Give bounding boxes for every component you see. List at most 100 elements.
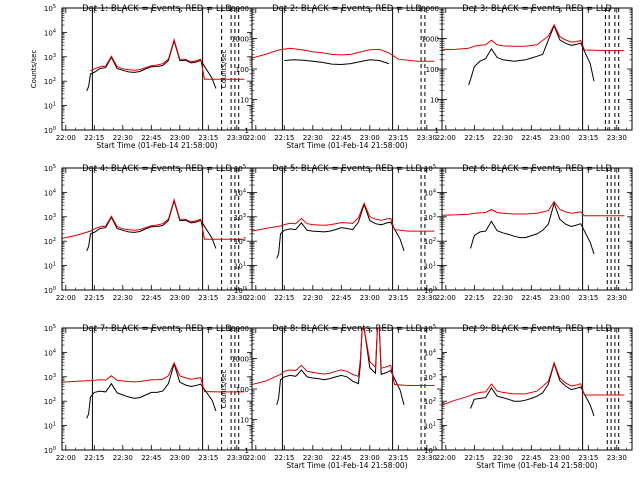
y-axis-label: Counts/sec [220, 370, 228, 409]
plot-frame [441, 7, 633, 131]
series-events-line [86, 362, 217, 419]
y-tick-label: 103 [44, 213, 56, 222]
x-tick-label: 22:30 [303, 454, 323, 462]
plot-frame [61, 167, 253, 291]
panel-det-7: Det 7: BLACK = Events, RED = LLD10010110… [44, 324, 253, 462]
y-tick-label: 102 [44, 237, 56, 246]
plot-frame [251, 327, 443, 451]
y-tick-label: 1000 [231, 356, 249, 364]
x-tick-label: 22:30 [303, 134, 323, 142]
y-tick-label: 104 [44, 188, 56, 197]
x-tick-label: 23:00 [360, 454, 380, 462]
plot-frame [441, 167, 633, 291]
x-tick-label: 22:45 [331, 134, 351, 142]
y-tick-label: 100 [234, 286, 246, 295]
x-tick-label: 22:15 [274, 454, 294, 462]
y-tick-label: 10 [430, 97, 439, 105]
y-tick-label: 100 [44, 286, 56, 295]
y-tick-label: 101 [424, 422, 436, 431]
x-tick-label: 23:30 [417, 134, 437, 142]
series-lld-line [441, 23, 625, 52]
x-tick-label: 22:00 [436, 134, 456, 142]
panel-title: Det 8: BLACK = Events, RED = LLD [272, 324, 422, 334]
x-tick-label: 22:45 [141, 294, 161, 302]
x-tick-label: 22:00 [56, 134, 76, 142]
panel-title: Det 7: BLACK = Events, RED = LLD [82, 324, 232, 334]
x-tick-label: 23:00 [550, 134, 570, 142]
x-tick-label: 23:30 [607, 134, 627, 142]
x-tick-label: 22:00 [246, 134, 266, 142]
x-tick-label: 23:30 [607, 454, 627, 462]
x-tick-label: 22:45 [521, 134, 541, 142]
x-tick-label: 23:00 [550, 454, 570, 462]
y-tick-label: 103 [424, 213, 436, 222]
x-tick-label: 23:15 [578, 454, 598, 462]
y-tick-label: 105 [234, 164, 246, 173]
panel-det-8: Det 8: BLACK = Events, RED = LLD 1 10 100 10… [220, 324, 443, 470]
x-tick-label: 23:00 [360, 134, 380, 142]
x-tick-label: 22:30 [113, 294, 133, 302]
y-tick-label: 100 [236, 386, 249, 394]
x-tick-label: 22:00 [436, 454, 456, 462]
x-tick-label: 23:30 [227, 454, 247, 462]
x-tick-label: 22:00 [246, 454, 266, 462]
x-tick-label: 23:00 [170, 134, 190, 142]
y-tick-label: 104 [424, 348, 436, 357]
panel-title: Det 3: BLACK = Events, RED = LLD [462, 4, 612, 14]
y-tick-label: 1 [245, 127, 249, 135]
y-tick-label: 104 [44, 348, 56, 357]
panel-title: Det 1: BLACK = Events, RED = LLD [82, 4, 232, 14]
y-tick-label: 105 [424, 324, 436, 333]
x-tick-label: 22:45 [141, 454, 161, 462]
x-tick-label: 23:15 [198, 134, 218, 142]
x-tick-label: 23:30 [227, 294, 247, 302]
x-tick-label: 22:30 [493, 454, 513, 462]
x-tick-label: 23:15 [578, 294, 598, 302]
y-tick-label: 105 [44, 164, 56, 173]
y-tick-label: 100 [426, 66, 439, 74]
panel-det-3: Det 3: BLACK = Events, RED = LLD 1 10 100 10… [417, 4, 633, 142]
x-tick-label: 22:00 [56, 454, 76, 462]
x-tick-label: 22:15 [464, 294, 484, 302]
y-tick-label: 103 [424, 373, 436, 382]
y-tick-label: 105 [44, 324, 56, 333]
series-events-line [468, 24, 595, 86]
y-tick-label: 103 [234, 213, 246, 222]
x-tick-label: 23:00 [360, 294, 380, 302]
x-axis-label: Start Time (01-Feb-14 21:58:00) [286, 461, 407, 470]
y-tick-label: 102 [44, 77, 56, 86]
x-tick-label: 22:15 [464, 134, 484, 142]
series-lld-line [251, 327, 435, 386]
x-tick-label: 22:15 [274, 294, 294, 302]
x-tick-label: 22:00 [436, 294, 456, 302]
x-tick-label: 22:15 [84, 294, 104, 302]
y-tick-label: 104 [234, 188, 246, 197]
series-lld-line [251, 201, 435, 232]
y-tick-label: 104 [424, 188, 436, 197]
x-tick-label: 22:00 [246, 294, 266, 302]
panel-title: Det 4: BLACK = Events, RED = LLD [82, 164, 232, 174]
x-tick-label: 22:45 [141, 134, 161, 142]
y-tick-label: 1 [245, 447, 249, 455]
series-lld-line [61, 361, 245, 393]
y-tick-label: 100 [236, 66, 249, 74]
x-tick-label: 22:15 [84, 454, 104, 462]
y-tick-label: 102 [234, 237, 246, 246]
series-events-line [284, 59, 389, 66]
x-tick-label: 22:30 [493, 134, 513, 142]
series-lld-line [441, 200, 625, 217]
x-tick-label: 23:30 [227, 134, 247, 142]
y-tick-label: 105 [44, 4, 56, 13]
x-axis-label: Start Time (01-Feb-14 21:58:00) [476, 461, 597, 470]
y-tick-label: 102 [44, 397, 56, 406]
y-tick-label: 103 [44, 373, 56, 382]
y-tick-label: 100 [44, 126, 56, 135]
series-events-line [276, 327, 405, 406]
x-tick-label: 23:15 [578, 134, 598, 142]
y-axis-label: Counts/sec [220, 50, 228, 89]
y-tick-label: 102 [424, 237, 436, 246]
x-tick-label: 22:15 [84, 134, 104, 142]
x-tick-label: 22:45 [521, 294, 541, 302]
